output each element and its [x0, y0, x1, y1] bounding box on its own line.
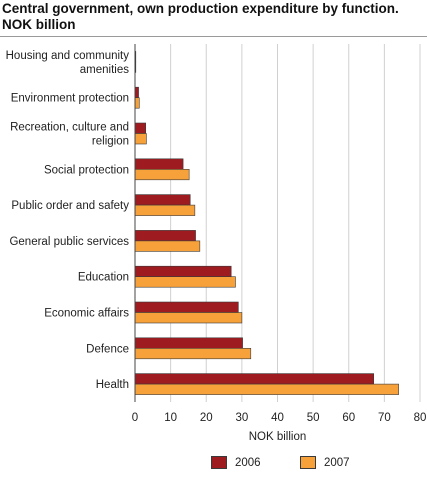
legend-swatch-2007 — [300, 456, 316, 469]
category-label-0: Housing and community amenities — [6, 50, 130, 76]
x-tick-label-70: 70 — [378, 412, 391, 424]
category-label-8: Defence — [86, 343, 129, 355]
bar-2006-4 — [134, 194, 191, 206]
category-label-3: Social protection — [44, 164, 129, 176]
bar-2007-7 — [134, 312, 243, 324]
x-tick-label-10: 10 — [164, 412, 177, 424]
x-axis-title: NOK billion — [249, 431, 307, 443]
x-tick-label-50: 50 — [307, 412, 320, 424]
x-tick-label-0: 0 — [132, 412, 138, 424]
category-label-1: Environment protection — [11, 93, 129, 105]
bar-chart: Housing and community amenities Environmen… — [6, 44, 427, 443]
bar-2006-8 — [134, 337, 243, 349]
bar-2006-9 — [134, 373, 374, 385]
x-tick-label-80: 80 — [414, 412, 427, 424]
category-label-6: Education — [78, 272, 129, 284]
bar-2007-9 — [134, 383, 399, 395]
legend-swatch-2006 — [211, 456, 227, 469]
bar-2006-2 — [134, 122, 146, 134]
category-label-9: Health — [96, 379, 129, 391]
legend-item-2007: 2007 — [300, 456, 350, 469]
x-tick-label-40: 40 — [271, 412, 284, 424]
legend-label-2006: 2006 — [235, 456, 261, 469]
x-tick-label-30: 30 — [235, 412, 248, 424]
category-label-2: Recreation, culture and religion — [10, 122, 129, 148]
bar-2007-6 — [134, 276, 236, 288]
bar-2007-8 — [134, 347, 252, 360]
bar-2007-3 — [134, 169, 190, 181]
bar-2006-7 — [134, 301, 239, 313]
bar-2007-5 — [134, 240, 201, 252]
x-tick-label-60: 60 — [342, 412, 355, 424]
bar-2007-4 — [134, 204, 196, 216]
category-label-4: Public order and safety — [11, 200, 129, 212]
x-tick-label-20: 20 — [200, 412, 213, 424]
category-label-7: Economic affairs — [44, 308, 129, 320]
bar-2006-3 — [134, 158, 184, 170]
legend-item-2006: 2006 — [211, 456, 261, 469]
bar-2006-6 — [134, 265, 232, 278]
bar-2006-1 — [134, 86, 139, 98]
bar-2007-2 — [134, 133, 147, 145]
bar-2007-1 — [134, 97, 140, 109]
title-divider — [0, 36, 427, 37]
legend-label-2007: 2007 — [324, 456, 350, 469]
legend: 2006 2007 — [0, 456, 427, 476]
bar-2006-5 — [134, 230, 196, 242]
chart-title: Central government, own production expen… — [2, 1, 399, 32]
category-label-5: General public services — [9, 236, 129, 248]
